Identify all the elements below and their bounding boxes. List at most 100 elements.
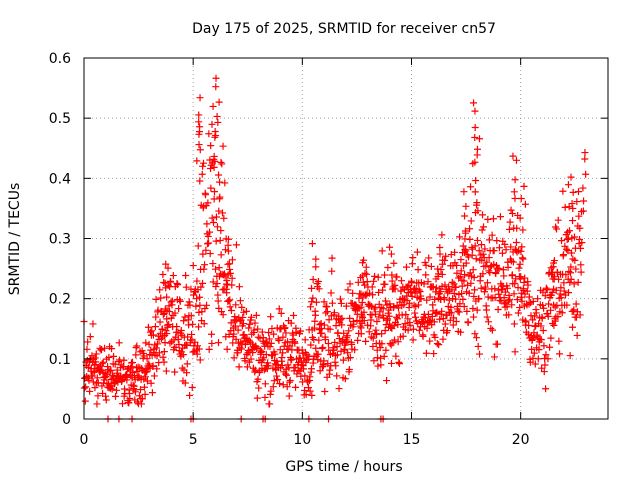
data-point <box>503 284 511 292</box>
data-point <box>324 340 332 348</box>
data-point <box>164 264 172 272</box>
data-point <box>467 217 475 225</box>
data-point <box>340 329 348 337</box>
data-point <box>163 330 171 338</box>
peak-point <box>569 217 577 225</box>
data-point <box>452 295 460 303</box>
data-point <box>363 278 371 286</box>
data-point <box>460 303 468 311</box>
data-point <box>470 292 478 300</box>
data-point <box>413 248 421 256</box>
data-point <box>286 378 294 386</box>
data-point <box>397 287 405 295</box>
data-point <box>535 346 543 354</box>
data-point <box>250 326 258 334</box>
data-point <box>485 254 493 262</box>
data-point <box>458 290 466 298</box>
data-point <box>318 329 326 337</box>
data-point <box>201 305 209 313</box>
peak-point <box>551 317 559 325</box>
data-point <box>266 390 274 398</box>
data-point <box>455 308 463 316</box>
data-point <box>474 342 482 350</box>
data-point <box>276 380 284 388</box>
data-point <box>183 369 191 377</box>
data-point <box>532 309 540 317</box>
peak-point <box>195 141 203 149</box>
data-point <box>376 344 384 352</box>
data-point <box>430 350 438 358</box>
data-point <box>311 317 319 325</box>
peak-point <box>357 324 365 332</box>
data-point <box>175 305 183 313</box>
data-point <box>534 295 542 303</box>
data-point <box>210 219 218 227</box>
data-point <box>144 323 152 331</box>
data-point <box>278 354 286 362</box>
data-point <box>521 274 529 282</box>
data-point <box>399 332 407 340</box>
data-point <box>516 260 524 268</box>
data-point <box>510 290 518 298</box>
data-point <box>159 353 167 361</box>
data-point <box>515 264 523 272</box>
data-point <box>221 179 229 187</box>
data-point <box>501 288 509 296</box>
data-point <box>543 286 551 294</box>
peak-point <box>438 260 446 268</box>
data-point <box>332 322 340 330</box>
data-point <box>508 301 516 309</box>
data-point <box>247 355 255 363</box>
data-point <box>566 227 574 235</box>
data-point <box>474 207 482 215</box>
data-point <box>448 309 456 317</box>
data-point <box>456 233 464 241</box>
data-point <box>223 345 231 353</box>
data-point <box>255 384 263 392</box>
data-point <box>412 285 420 293</box>
data-point <box>261 380 269 388</box>
data-point <box>198 170 206 178</box>
data-point <box>475 247 483 255</box>
data-point <box>460 277 468 285</box>
data-point <box>513 248 521 256</box>
data-point <box>110 372 118 380</box>
data-point <box>409 336 417 344</box>
data-point <box>148 389 156 397</box>
data-point <box>554 313 562 321</box>
peak-point <box>359 291 367 299</box>
data-point <box>194 242 202 250</box>
data-point <box>238 340 246 348</box>
data-point <box>557 284 565 292</box>
data-point <box>138 395 146 403</box>
data-point <box>530 349 538 357</box>
data-point <box>165 308 173 316</box>
data-point <box>538 314 546 322</box>
data-point <box>506 218 514 226</box>
peak-point <box>224 241 232 249</box>
data-point <box>285 392 293 400</box>
data-point <box>214 291 222 299</box>
data-point <box>344 286 352 294</box>
data-point <box>306 373 314 381</box>
data-point <box>301 386 309 394</box>
data-point <box>459 295 467 303</box>
data-point <box>200 320 208 328</box>
data-point <box>426 337 434 345</box>
data-point <box>258 328 266 336</box>
data-point <box>540 368 548 376</box>
data-point <box>424 310 432 318</box>
data-point <box>307 365 315 373</box>
data-point <box>415 286 423 294</box>
data-point <box>176 297 184 305</box>
data-point <box>560 279 568 287</box>
data-point <box>270 330 278 338</box>
data-point <box>81 397 89 405</box>
data-point <box>330 309 338 317</box>
data-point <box>286 377 294 385</box>
data-point <box>154 306 162 314</box>
data-point <box>381 271 389 279</box>
data-point <box>349 289 357 297</box>
data-point <box>302 390 310 398</box>
data-point <box>152 295 160 303</box>
